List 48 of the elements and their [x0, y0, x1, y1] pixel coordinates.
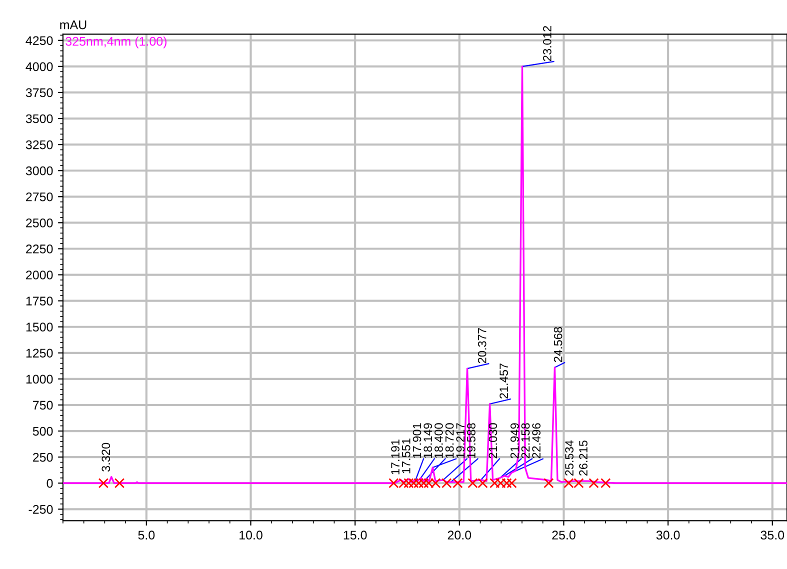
annotation: 18.720 — [445, 423, 454, 458]
y-tick-label: 2500 — [26, 218, 53, 228]
y-tick-label: 2250 — [26, 244, 53, 254]
y-tick-label: 500 — [32, 426, 53, 436]
y-tick-label: 1500 — [26, 322, 53, 332]
x-tick-label: 25.0 — [552, 530, 576, 540]
annotation: 18.149 — [424, 423, 432, 458]
annotation: 23.012 — [543, 26, 552, 61]
annotation: 21.949 — [510, 423, 519, 458]
y-tick-label: 3000 — [26, 166, 53, 176]
y-tick-label: 1750 — [26, 296, 53, 306]
y-tick-label: 1000 — [26, 374, 53, 384]
x-tick-label: 20.0 — [448, 530, 472, 540]
y-tick-label: 3750 — [26, 88, 53, 98]
y-tick-label: 750 — [33, 400, 53, 410]
y-tick-label: 2000 — [26, 270, 53, 280]
y-tick-label: 250 — [33, 452, 53, 462]
annotation: 17.551 — [402, 438, 410, 474]
annotation: 25.534 — [565, 440, 574, 476]
y-tick-label: 2750 — [26, 192, 53, 202]
y-tick-label: -250 — [28, 504, 53, 514]
y-tick-label: 3250 — [26, 140, 53, 150]
x-tick-label: 10.0 — [240, 530, 262, 540]
annotation: 17.191 — [391, 440, 400, 474]
annotation: 3.320 — [102, 442, 110, 472]
annotation: 24.568 — [554, 327, 562, 362]
annotation: 20.377 — [478, 328, 486, 364]
x-tick-label: 30.0 — [656, 530, 680, 540]
annotation: 22.158 — [521, 423, 530, 458]
y-tick-label: 0 — [46, 478, 53, 488]
annotation: 22.496 — [532, 423, 541, 458]
annotation: 19.588 — [467, 423, 476, 458]
annotation: 21.030 — [488, 423, 498, 458]
y-tick-label: 4000 — [26, 62, 53, 72]
annotation: 26.215 — [579, 440, 588, 476]
annotation: 17.901 — [412, 423, 422, 458]
line-series — [62, 66, 787, 484]
annotation: 19.217 — [456, 423, 465, 458]
annotation: 21.457 — [500, 364, 508, 398]
y-tick-label: 3500 — [26, 114, 53, 124]
text: 325nm,4nm (1.00) — [66, 36, 166, 48]
x-tick-label: 35.0 — [760, 530, 784, 540]
y-tick-label: 4250 — [26, 36, 53, 46]
y-axis-title: mAU — [60, 20, 86, 30]
x-tick-label: 15.0 — [344, 530, 367, 540]
annotation: 18.400 — [434, 423, 443, 458]
x-tick-label: 5.0 — [138, 530, 155, 540]
y-tick-label: 1250 — [26, 348, 53, 358]
